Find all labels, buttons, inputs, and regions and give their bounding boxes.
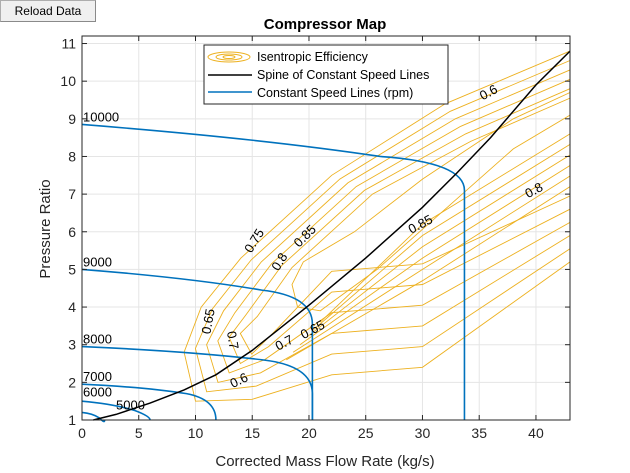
y-tick-label: 4 xyxy=(68,299,76,315)
efficiency-contour xyxy=(228,88,571,365)
speed-label-7000: 7000 xyxy=(83,369,112,384)
x-tick-label: 40 xyxy=(528,425,544,441)
efficiency-contour xyxy=(239,97,571,355)
efficiency-label: 0.7 xyxy=(273,332,296,354)
speed-line-10000 xyxy=(81,123,466,420)
x-tick-label: 0 xyxy=(78,425,86,441)
y-tick-label: 11 xyxy=(61,36,76,52)
x-tick-label: 5 xyxy=(135,425,143,441)
spine-line xyxy=(93,50,571,421)
legend-label-efficiency: Isentropic Efficiency xyxy=(257,50,369,64)
efficiency-contour xyxy=(217,78,571,374)
legend: Isentropic Efficiency Spine of Constant … xyxy=(203,44,449,105)
efficiency-contour xyxy=(206,69,571,383)
efficiency-contour-lower xyxy=(319,133,571,323)
efficiency-label: 0.6 xyxy=(477,81,500,103)
efficiency-label: 0.75 xyxy=(241,226,267,255)
chart-title: Compressor Map xyxy=(264,16,387,33)
speed-label-6000: 6000 xyxy=(83,384,112,399)
x-tick-label: 10 xyxy=(188,425,204,441)
y-tick-label: 6 xyxy=(68,224,76,240)
y-tick-label: 5 xyxy=(68,261,76,277)
axes-box xyxy=(81,35,571,421)
x-tick-label: 25 xyxy=(358,425,374,441)
speed-line-9000 xyxy=(81,268,314,420)
y-tick-label: 3 xyxy=(68,337,76,353)
speed-label-8000: 8000 xyxy=(83,332,112,347)
speed-line-7000 xyxy=(81,383,217,421)
speed-label-10000: 10000 xyxy=(83,109,119,124)
efficiency-label: 0.6 xyxy=(227,369,250,390)
y-tick-label: 1 xyxy=(68,412,76,428)
efficiency-contour-inner xyxy=(291,92,571,312)
efficiency-contour-lower xyxy=(292,175,571,353)
y-tick-label: 7 xyxy=(68,186,76,202)
ticks: 0 5 10 15 20 25 30 35 40 1 2 3 4 5 6 7 8 9 10 11 xyxy=(60,36,570,441)
y-tick-label: 9 xyxy=(68,111,76,127)
legend-label-spine: Spine of Constant Speed Lines xyxy=(257,68,429,82)
x-tick-label: 35 xyxy=(471,425,487,441)
efficiency-label: 0.85 xyxy=(290,222,319,251)
speed-label-9000: 9000 xyxy=(83,254,112,269)
efficiency-label: 0.85 xyxy=(406,211,435,236)
efficiency-contour-lower xyxy=(299,165,571,346)
x-tick-label: 20 xyxy=(301,425,317,441)
efficiency-contour-lower xyxy=(313,144,571,330)
legend-label-speed: Constant Speed Lines (rpm) xyxy=(257,86,413,100)
legend-contour-icon xyxy=(207,51,251,63)
y-tick-label: 10 xyxy=(60,73,76,89)
x-tick-label: 15 xyxy=(244,425,260,441)
efficiency-label: 0.7 xyxy=(224,330,242,350)
x-tick-label: 30 xyxy=(415,425,431,441)
y-tick-label: 2 xyxy=(68,374,76,390)
efficiency-contour-lower xyxy=(306,154,571,338)
reload-data-button[interactable]: Reload Data xyxy=(0,0,96,22)
y-tick-label: 8 xyxy=(68,148,76,164)
speed-line-6000 xyxy=(81,400,151,421)
speed-lines xyxy=(81,123,466,423)
y-axis-label: Pressure Ratio xyxy=(37,179,54,278)
x-axis-label: Corrected Mass Flow Rate (kg/s) xyxy=(215,453,434,470)
efficiency-contour-lower xyxy=(286,186,571,361)
efficiency-label: 0.8 xyxy=(522,179,545,201)
spine-group xyxy=(93,50,571,421)
speed-label-5000: 5000 xyxy=(116,397,145,412)
efficiency-label: 0.65 xyxy=(198,308,217,336)
speed-line-8000 xyxy=(81,345,314,420)
